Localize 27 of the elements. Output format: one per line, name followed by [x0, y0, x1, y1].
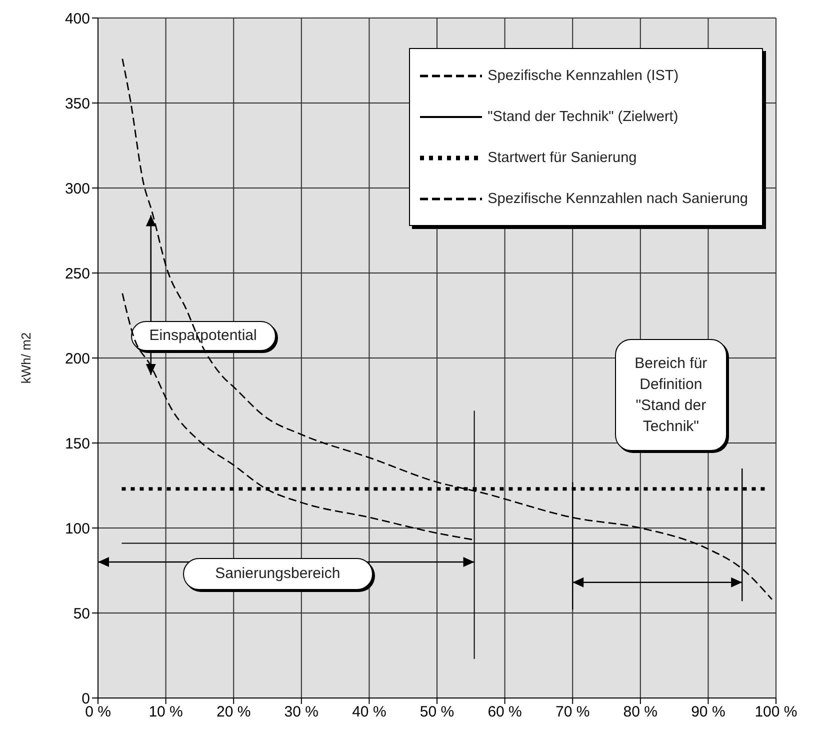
y-tick-label: 200 — [64, 350, 90, 368]
x-tick-label: 60 % — [488, 704, 522, 721]
x-tick-label: 50 % — [420, 704, 454, 721]
y-tick-label: 250 — [64, 265, 90, 282]
x-tick-label: 40 % — [352, 704, 386, 721]
callout-box: Bereich für Definition "Stand der Technik" — [614, 339, 727, 452]
x-tick-label: 90 % — [691, 704, 726, 721]
x-tick-label: 80 % — [623, 704, 658, 721]
legend-label: Startwert für Sanierung — [488, 150, 637, 166]
x-tick-label: 100 % — [754, 704, 798, 721]
callout-box: Einsparpotential — [130, 320, 276, 351]
legend-label: Spezifische Kennzahlen nach Sanierung — [488, 190, 748, 206]
callout-box: Sanierungsbereich — [182, 558, 373, 590]
legend-label: Spezifische Kennzahlen (IST) — [488, 68, 679, 84]
legend-label: "Stand der Technik" (Zielwert) — [488, 108, 678, 124]
y-tick-label: 300 — [64, 180, 90, 198]
line-series — [122, 58, 773, 600]
y-tick-label: 350 — [64, 95, 90, 112]
x-tick-label: 20 % — [216, 704, 251, 721]
y-tick-label: 100 — [64, 520, 90, 538]
y-axis-title: kWh/ m2 — [18, 332, 34, 384]
y-tick-label: 50 — [73, 605, 90, 622]
x-tick-label: 70 % — [556, 704, 590, 721]
y-tick-label: 150 — [64, 435, 90, 452]
x-tick-label: 10 % — [148, 704, 183, 721]
y-tick-label: 400 — [64, 10, 90, 28]
x-tick-label: 30 % — [284, 704, 318, 721]
